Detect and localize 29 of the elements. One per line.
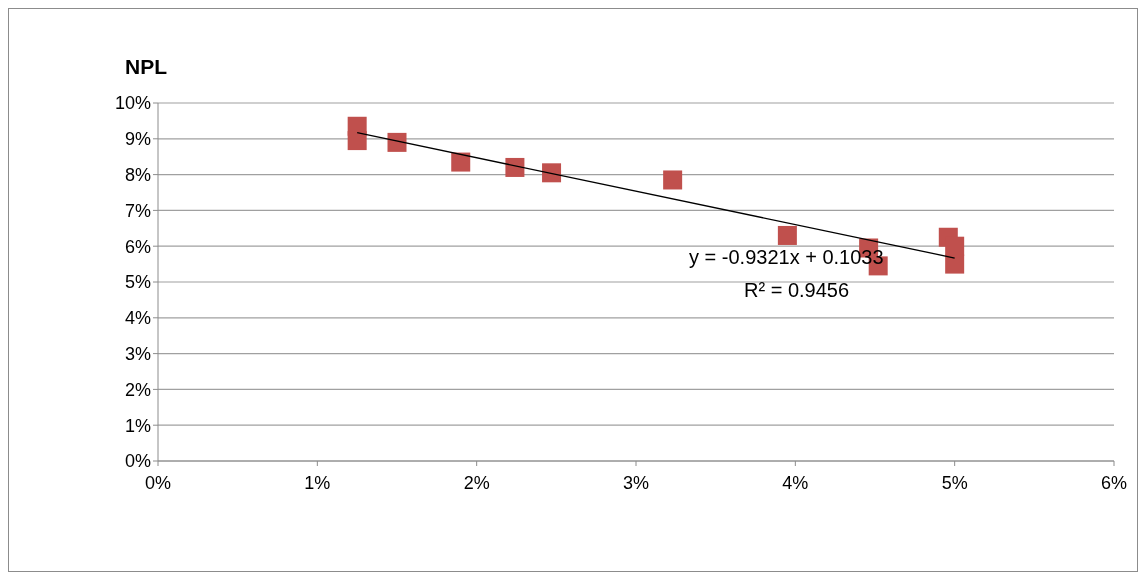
y-tick-label: 6% bbox=[124, 236, 151, 257]
x-tick-label: 6% bbox=[1100, 472, 1128, 493]
x-tick-label: 2% bbox=[463, 472, 490, 493]
y-tick-label: 10% bbox=[114, 93, 151, 114]
point bbox=[542, 163, 562, 183]
y-tick-label: 2% bbox=[124, 379, 151, 400]
point bbox=[945, 254, 965, 274]
x-tick-label: 4% bbox=[782, 472, 809, 493]
x-tick-label: 1% bbox=[304, 472, 331, 493]
y-tick-label: 8% bbox=[124, 164, 151, 185]
annotation: R² = 0.9456 bbox=[744, 279, 850, 302]
y-tick-label: 4% bbox=[124, 308, 151, 329]
x-tick-label: 5% bbox=[941, 472, 968, 493]
x-tick-label: 0% bbox=[144, 472, 172, 493]
point bbox=[663, 170, 683, 190]
y-tick-label: 9% bbox=[124, 129, 151, 150]
point bbox=[451, 152, 471, 172]
point bbox=[945, 236, 965, 256]
x-tick-label: 3% bbox=[622, 472, 650, 493]
y-tick-label: 7% bbox=[124, 200, 151, 221]
y-tick-label: 1% bbox=[124, 415, 151, 436]
point bbox=[347, 131, 367, 151]
chart-title: NPL bbox=[125, 55, 167, 79]
y-tick-label: 5% bbox=[124, 272, 151, 293]
y-tick-label: 0% bbox=[124, 451, 151, 472]
y-tick-label: 3% bbox=[124, 343, 151, 364]
point bbox=[777, 225, 797, 245]
point bbox=[505, 157, 525, 177]
point bbox=[387, 132, 407, 152]
